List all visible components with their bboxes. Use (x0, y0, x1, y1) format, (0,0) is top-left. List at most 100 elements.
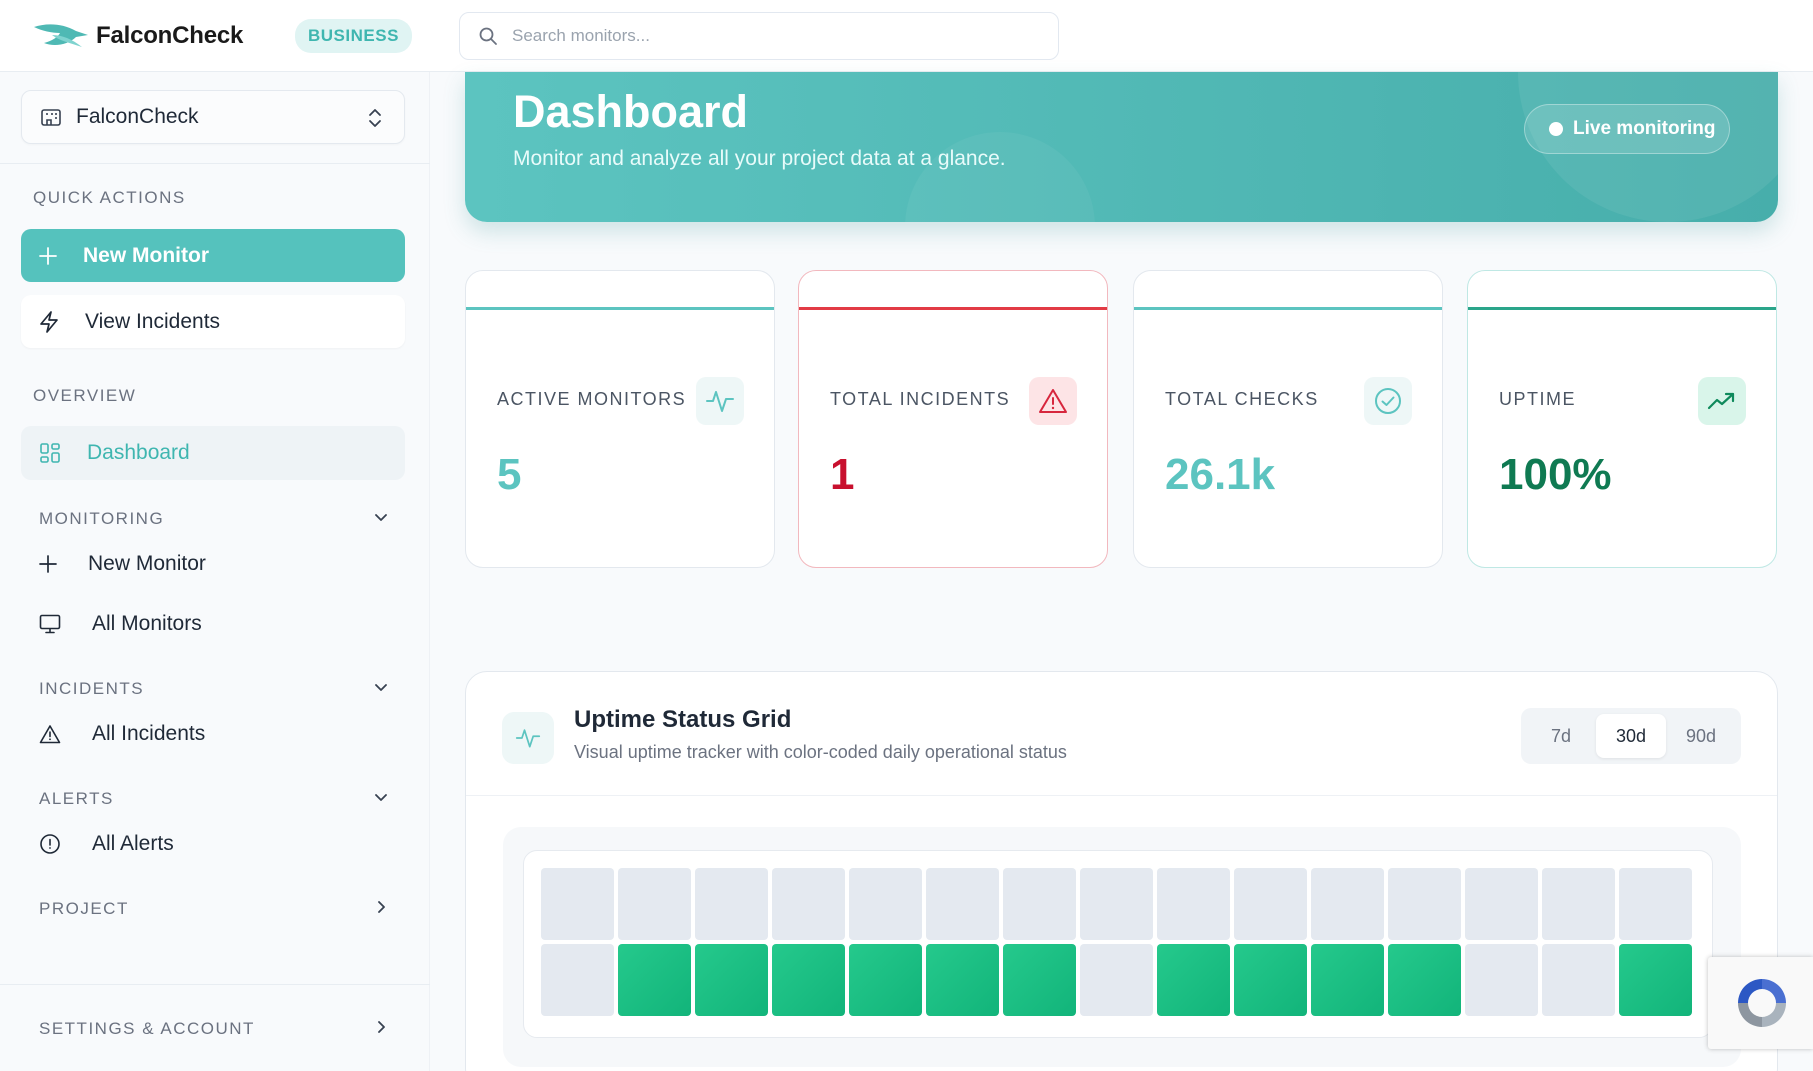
uptime-cell-unknown[interactable] (926, 868, 999, 940)
uptime-cell-unknown[interactable] (1542, 944, 1615, 1016)
stat-value: 100% (1499, 450, 1612, 499)
stat-value: 26.1k (1165, 450, 1276, 499)
sidebar-item-all-monitors-label: All Monitors (92, 612, 202, 635)
stat-card-active-monitors[interactable]: ACTIVE MONITORS 5 (465, 270, 775, 568)
uptime-cell-unknown[interactable] (1542, 868, 1615, 940)
uptime-cell-up[interactable] (1311, 944, 1384, 1016)
settings-account-toggle[interactable]: SETTINGS & ACCOUNT (39, 1014, 389, 1044)
sidebar-item-dashboard-label: Dashboard (87, 441, 190, 464)
uptime-cell-up[interactable] (618, 944, 691, 1016)
uptime-cell-unknown[interactable] (1388, 868, 1461, 940)
uptime-cell-up[interactable] (772, 944, 845, 1016)
sidebar-item-all-alerts[interactable]: All Alerts (39, 822, 389, 866)
stat-label: TOTAL INCIDENTS (830, 389, 1011, 409)
uptime-cell-unknown[interactable] (1080, 944, 1153, 1016)
stat-card-uptime[interactable]: UPTIME 100% (1467, 270, 1777, 568)
uptime-cell-up[interactable] (1157, 944, 1230, 1016)
uptime-cell-unknown[interactable] (541, 944, 614, 1016)
monitoring-group-label: MONITORING (39, 509, 165, 528)
stat-value: 1 (830, 450, 855, 499)
recaptcha-badge[interactable] (1708, 957, 1813, 1049)
range-30d-button[interactable]: 30d (1596, 714, 1666, 758)
sidebar-item-all-incidents-label: All Incidents (92, 722, 206, 745)
alert-circle-icon (40, 834, 60, 854)
panel-divider (466, 795, 1777, 796)
falcon-logo-icon (34, 23, 88, 47)
stat-card-total-checks[interactable]: TOTAL CHECKS 26.1k (1133, 270, 1443, 568)
uptime-status-panel: Uptime Status Grid Visual uptime tracker… (465, 671, 1778, 1071)
range-selector: 7d 30d 90d (1521, 708, 1741, 764)
uptime-cell-unknown[interactable] (1234, 868, 1307, 940)
project-select[interactable]: FalconCheck (21, 90, 405, 144)
sidebar-item-all-alerts-label: All Alerts (92, 832, 174, 855)
alerts-group-label: ALERTS (39, 789, 114, 808)
uptime-cell-unknown[interactable] (1080, 868, 1153, 940)
stat-card-total-incidents[interactable]: TOTAL INCIDENTS 1 (798, 270, 1108, 568)
sidebar-item-new-monitor[interactable]: New Monitor (39, 542, 389, 586)
uptime-cell-up[interactable] (1234, 944, 1307, 1016)
view-incidents-button-label: View Incidents (85, 309, 221, 333)
uptime-cell-up[interactable] (695, 944, 768, 1016)
hero-decoration (905, 132, 1095, 222)
new-monitor-button-label: New Monitor (83, 243, 209, 267)
uptime-cell-up[interactable] (1003, 944, 1076, 1016)
card-accent-line (1468, 307, 1776, 310)
uptime-cell-up[interactable] (849, 944, 922, 1016)
activity-icon (502, 712, 554, 764)
card-accent-line (466, 307, 774, 310)
chevron-down-icon (375, 684, 387, 691)
dashboard-icon (40, 443, 60, 463)
uptime-cell-unknown[interactable] (541, 868, 614, 940)
activity-icon (696, 377, 744, 425)
uptime-cell-up[interactable] (1388, 944, 1461, 1016)
uptime-cell-unknown[interactable] (1465, 944, 1538, 1016)
incidents-group-label: INCIDENTS (39, 679, 145, 698)
settings-account-label: SETTINGS & ACCOUNT (39, 1019, 255, 1038)
uptime-cell-unknown[interactable] (1157, 868, 1230, 940)
uptime-cell-unknown[interactable] (1003, 868, 1076, 940)
quick-actions-label: QUICK ACTIONS (33, 188, 186, 207)
sidebar-item-dashboard[interactable]: Dashboard (21, 426, 405, 480)
monitoring-group-toggle[interactable]: MONITORING (39, 504, 389, 534)
uptime-grid (523, 850, 1713, 1038)
plus-icon (39, 555, 57, 573)
building-icon (41, 109, 61, 126)
stat-label: UPTIME (1499, 389, 1577, 409)
new-monitor-button[interactable]: New Monitor (21, 229, 405, 282)
alerts-group-toggle[interactable]: ALERTS (39, 784, 389, 814)
warning-icon (39, 725, 61, 744)
bolt-icon (40, 310, 58, 333)
search-input[interactable] (512, 26, 1032, 46)
uptime-cell-unknown[interactable] (1311, 868, 1384, 940)
incidents-group-toggle[interactable]: INCIDENTS (39, 674, 389, 704)
view-incidents-button[interactable]: View Incidents (21, 295, 405, 348)
sidebar-item-all-incidents[interactable]: All Incidents (39, 712, 389, 756)
uptime-cell-unknown[interactable] (1465, 868, 1538, 940)
page-subtitle: Monitor and analyze all your project dat… (513, 147, 1006, 170)
sidebar-item-all-monitors[interactable]: All Monitors (39, 602, 389, 646)
uptime-cell-unknown[interactable] (772, 868, 845, 940)
monitor-icon (39, 614, 61, 634)
uptime-cell-up[interactable] (1619, 944, 1692, 1016)
sidebar-divider (0, 163, 430, 164)
brand[interactable]: FalconCheck (32, 21, 258, 51)
sidebar-divider (0, 984, 430, 985)
card-accent-line (1134, 307, 1442, 310)
top-bar: FalconCheck BUSINESS (0, 0, 1813, 72)
range-7d-button[interactable]: 7d (1550, 725, 1572, 746)
uptime-cell-unknown[interactable] (695, 868, 768, 940)
brand-name: FalconCheck (96, 21, 244, 49)
check-circle-icon (1364, 377, 1412, 425)
stat-label: ACTIVE MONITORS (497, 389, 687, 409)
range-90d-button[interactable]: 90d (1685, 725, 1717, 746)
uptime-cell-up[interactable] (926, 944, 999, 1016)
uptime-cell-unknown[interactable] (1619, 868, 1692, 940)
uptime-cell-unknown[interactable] (849, 868, 922, 940)
project-group-label: PROJECT (39, 899, 129, 918)
search-box[interactable] (459, 12, 1059, 60)
chevron-right-icon (378, 1021, 385, 1033)
project-group-toggle[interactable]: PROJECT (39, 894, 389, 924)
uptime-cell-unknown[interactable] (618, 868, 691, 940)
warning-icon (1029, 377, 1077, 425)
chevron-down-icon (375, 794, 387, 801)
